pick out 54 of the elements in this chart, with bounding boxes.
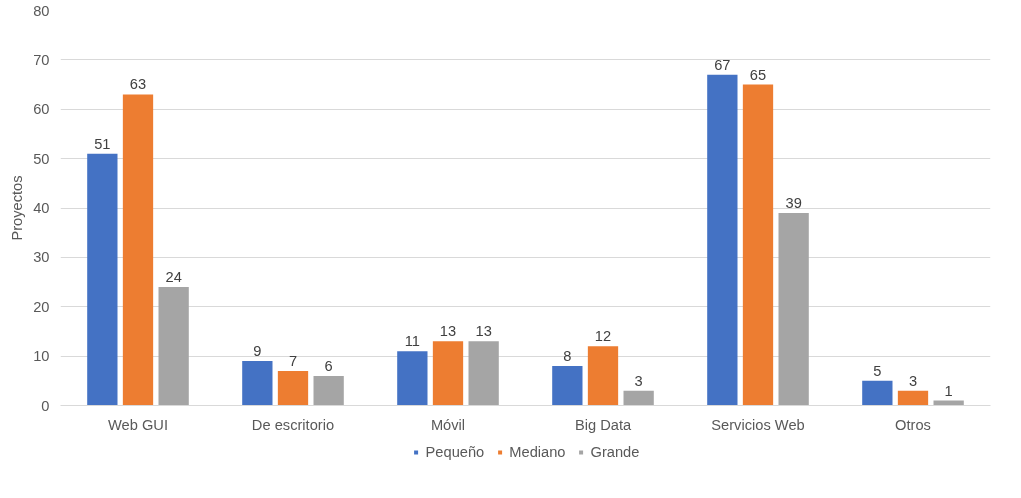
data-label: 13 xyxy=(439,323,457,340)
data-label: 9 xyxy=(253,343,262,360)
bar xyxy=(897,390,929,406)
data-label: 8 xyxy=(563,348,572,364)
x-tick-label: Big Data xyxy=(574,416,632,433)
bar xyxy=(122,94,154,406)
bar xyxy=(468,341,499,406)
data-label: 24 xyxy=(165,269,182,285)
data-label: 5 xyxy=(873,362,882,379)
data-label: 3 xyxy=(908,372,918,389)
bar xyxy=(313,375,344,406)
y-tick-label: 20 xyxy=(33,298,50,315)
y-tick-label: 10 xyxy=(33,348,50,365)
bar xyxy=(432,341,464,406)
bar xyxy=(623,390,654,406)
y-tick-label: 40 xyxy=(33,200,50,216)
x-tick-label: Móvil xyxy=(430,416,466,433)
x-tick-label: Web GUI xyxy=(108,416,168,433)
bar xyxy=(552,366,583,406)
y-tick-label: 60 xyxy=(33,101,50,118)
x-tick-label: Servicios Web xyxy=(711,416,805,433)
bar xyxy=(87,153,118,406)
bar xyxy=(158,287,189,406)
data-label: 13 xyxy=(475,323,492,340)
bar xyxy=(778,212,809,406)
data-label: 6 xyxy=(324,357,333,374)
legend-label: Pequeño xyxy=(425,444,485,460)
bar xyxy=(862,380,893,406)
data-label: 67 xyxy=(714,56,731,73)
y-tick-label: 50 xyxy=(33,150,50,167)
y-tick-label: 70 xyxy=(33,51,50,68)
bar xyxy=(242,361,273,406)
x-tick-label: De escritorio xyxy=(251,416,335,433)
y-tick-label: 0 xyxy=(41,397,50,414)
data-label: 12 xyxy=(594,328,612,345)
legend-label: Grande xyxy=(590,444,640,460)
legend-label: Mediano xyxy=(509,444,566,460)
y-axis-title: Proyectos xyxy=(9,175,26,241)
data-label: 3 xyxy=(634,372,643,389)
y-tick-label: 30 xyxy=(33,249,50,266)
data-label: 1 xyxy=(944,382,953,399)
data-label: 51 xyxy=(94,135,111,152)
data-label: 39 xyxy=(785,194,802,211)
x-tick-label: Otros xyxy=(895,416,931,433)
y-tick-label: 80 xyxy=(33,2,50,19)
data-label: 65 xyxy=(749,66,767,83)
bar xyxy=(742,84,774,406)
data-label: 11 xyxy=(404,333,420,350)
bar xyxy=(707,74,738,406)
data-label: 63 xyxy=(129,76,147,93)
data-label: 7 xyxy=(288,352,298,369)
bar xyxy=(397,351,428,406)
bar xyxy=(277,370,309,406)
bar xyxy=(587,346,619,406)
